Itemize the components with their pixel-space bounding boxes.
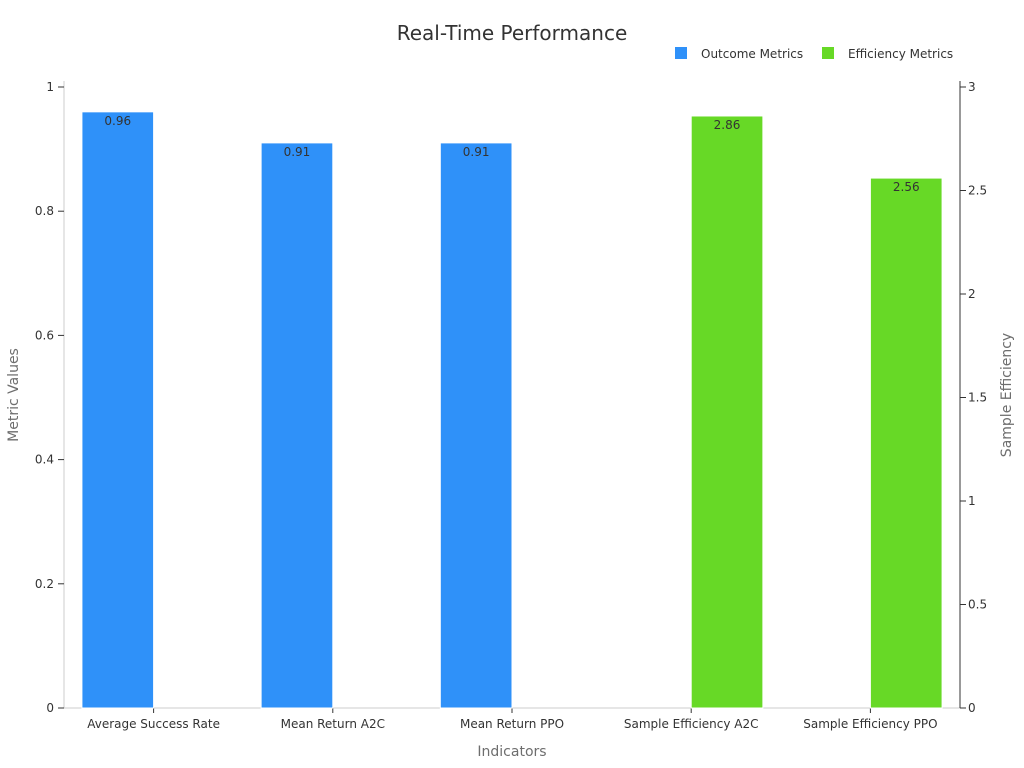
x-tick-label: Sample Efficiency PPO	[803, 717, 937, 731]
legend: Outcome Metrics Efficiency Metrics	[675, 47, 953, 61]
bar-outcome	[81, 111, 155, 709]
bar-value-label: 2.56	[893, 180, 920, 194]
bar-value-label: 2.86	[714, 118, 741, 132]
chart-title: Real-Time Performance	[397, 21, 628, 45]
y2-tick-label: 2.5	[968, 184, 987, 198]
x-tick-label: Average Success Rate	[87, 717, 220, 731]
y-tick-label: 0.6	[35, 328, 54, 342]
y2-tick-label: 3	[968, 80, 976, 94]
bar-efficiency	[690, 115, 764, 709]
bar-value-label: 0.91	[463, 145, 490, 159]
x-tick-label: Mean Return PPO	[460, 717, 564, 731]
y-tick-label: 0.2	[35, 577, 54, 591]
y-tick-label: 0.8	[35, 204, 54, 218]
x-axis-title: Indicators	[477, 744, 546, 760]
bar-efficiency	[869, 177, 943, 709]
y2-tick-label: 2	[968, 287, 976, 301]
legend-label-outcome: Outcome Metrics	[701, 47, 803, 61]
legend-swatch-efficiency	[822, 47, 834, 59]
legend-label-efficiency: Efficiency Metrics	[848, 47, 953, 61]
bar-outcome	[260, 142, 334, 709]
bar-labels: 0.96 0.91 0.91 2.86 2.56	[104, 114, 919, 194]
y2-tick-label: 1	[968, 494, 976, 508]
bar-value-label: 0.96	[104, 114, 131, 128]
y-axis-title: Metric Values	[6, 348, 22, 442]
y-tick-label: 0.4	[35, 453, 54, 467]
bar-outcome	[439, 142, 513, 709]
x-tick-label: Mean Return A2C	[281, 717, 385, 731]
y-tick-label: 0	[46, 701, 54, 715]
y2-tick-label: 1.5	[968, 391, 987, 405]
bar-value-label: 0.91	[284, 145, 311, 159]
y2-axis-title: Sample Efficiency	[999, 333, 1015, 457]
legend-swatch-outcome	[675, 47, 687, 59]
y2-tick-label: 0.5	[968, 598, 987, 612]
y-tick-label: 1	[46, 80, 54, 94]
axes: 0 0.2 0.4 0.6 0.8 1 0 0.5 1 1.5 2 2.5 3 Average Succe…	[35, 80, 987, 731]
x-tick-label: Sample Efficiency A2C	[624, 717, 759, 731]
y2-tick-label: 0	[968, 701, 976, 715]
bars	[81, 111, 943, 709]
